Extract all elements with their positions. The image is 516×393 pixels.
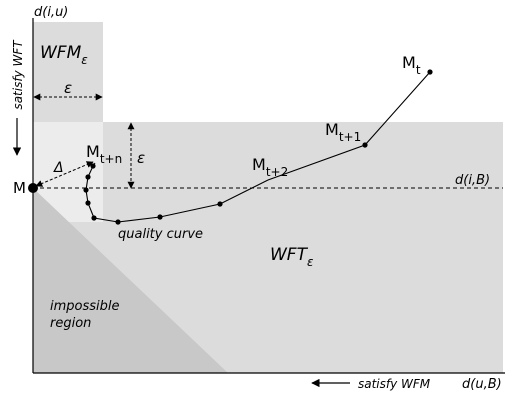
- origin-label: M: [13, 179, 26, 197]
- satisfy-wfm-label: satisfy WFM: [358, 377, 431, 391]
- y-axis-label: d(i,u): [34, 5, 68, 20]
- wft-label: WFTε: [270, 245, 314, 269]
- mt-label: Mt: [402, 53, 421, 77]
- mt1-label: Mt+1: [325, 120, 361, 144]
- epsilon-vertical-label: ε: [137, 149, 145, 167]
- wfm-region: [33, 22, 103, 122]
- x-axis-label: d(u,B): [462, 377, 502, 392]
- curve-point: [157, 214, 163, 220]
- baseline-label: d(i,B): [455, 173, 490, 188]
- curve-point: [217, 201, 223, 207]
- delta-arrow: [35, 161, 94, 187]
- impossible-label-line2: region: [50, 316, 91, 331]
- delta-label: Δ: [53, 160, 64, 176]
- mtn-label: Mt+n: [86, 142, 122, 166]
- quality-curve-label: quality curve: [118, 227, 203, 242]
- mt2-label: Mt+2: [252, 155, 288, 179]
- curve-point-mtn: [90, 163, 96, 169]
- curve-point: [83, 187, 89, 193]
- satisfy-wft-label: satisfy WFT: [11, 39, 25, 110]
- curve-point: [115, 219, 121, 225]
- curve-point: [85, 174, 91, 180]
- curve-point: [85, 200, 91, 206]
- wfm-label: WFMε: [40, 43, 88, 67]
- origin-point: [28, 183, 38, 193]
- impossible-label-line1: impossible: [50, 299, 120, 314]
- curve-point-mt1: [362, 142, 368, 148]
- impossible-region: [33, 188, 228, 373]
- epsilon-horizontal-label: ε: [64, 79, 72, 97]
- curve-point: [91, 215, 97, 221]
- curve-point-mt: [427, 69, 433, 75]
